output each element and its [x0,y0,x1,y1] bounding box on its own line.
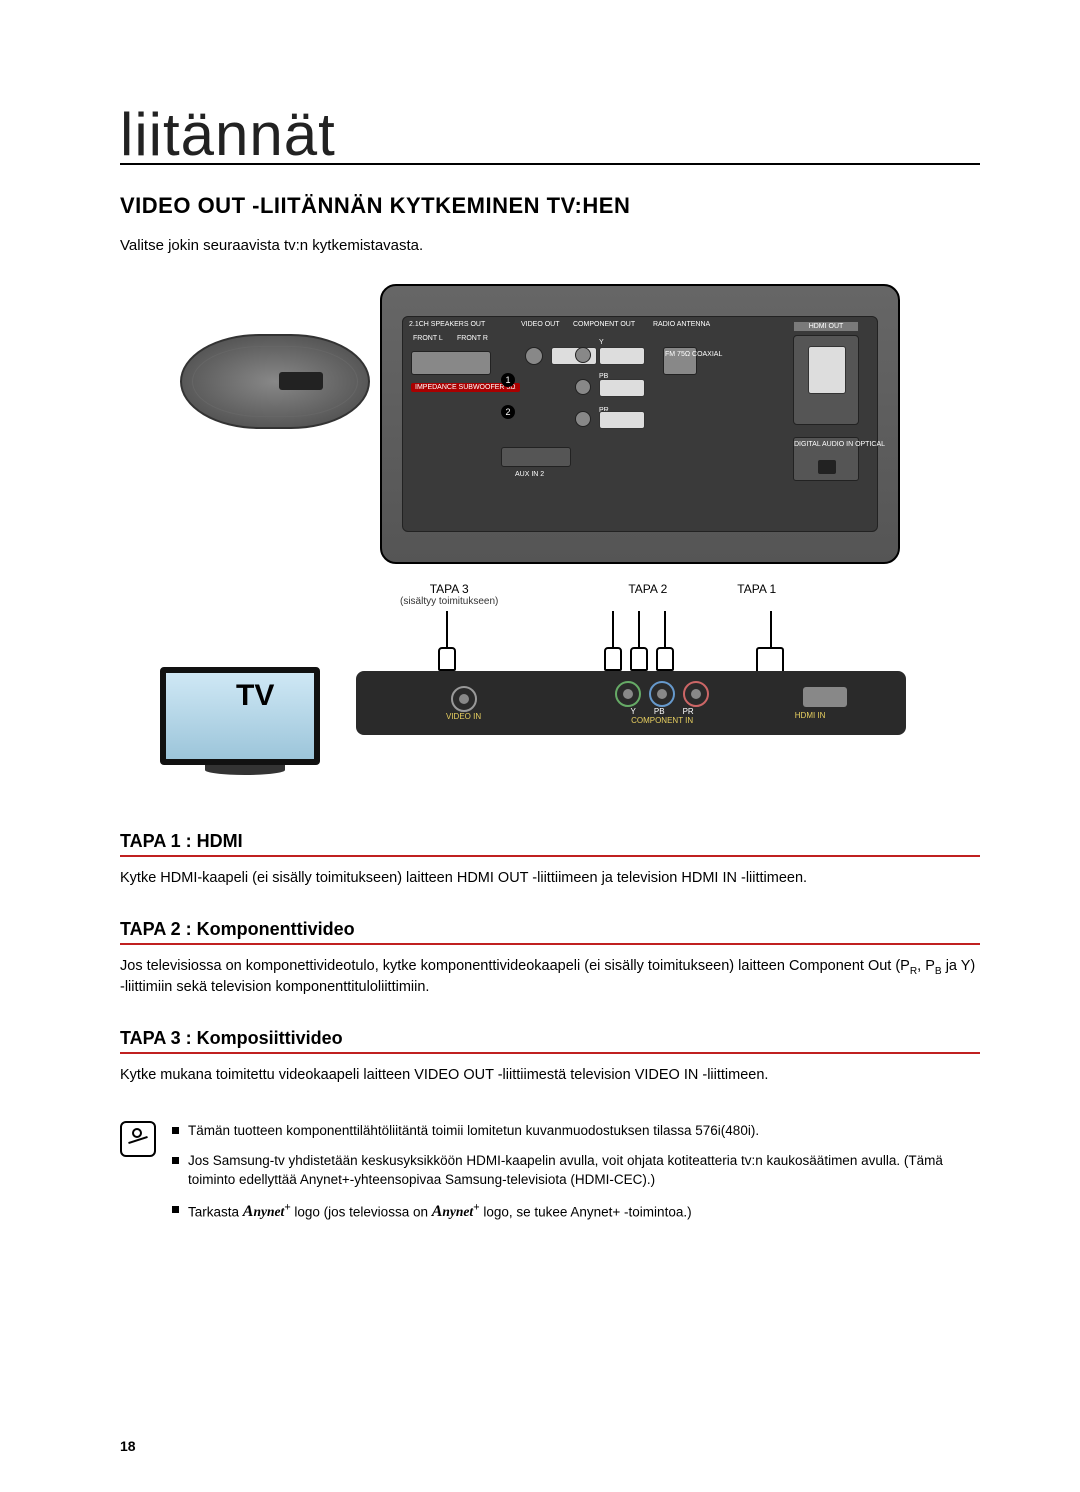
label-hdmi-out: HDMI OUT [794,322,858,331]
method-1-body: Kytke HDMI-kaapeli (ei sisälly toimituks… [120,869,980,889]
note-box: Tämän tuotteen komponenttilähtöliitäntä … [120,1121,980,1233]
red-rule-3 [120,1052,980,1054]
red-rule-2 [120,943,980,945]
method-col-3: TAPA 3 (sisältyy toimitukseen) [400,582,498,607]
label-aux-in: AUX IN 2 [515,471,544,478]
method-labels-row: TAPA 3 (sisältyy toimitukseen) TAPA 2 TA… [400,582,900,607]
tv-stand [205,765,285,775]
method-3-body: Kytke mukana toimitettu videokaapeli lai… [120,1066,980,1086]
label-front-r: FRONT R [457,335,488,342]
optical-port-icon [818,460,836,474]
label-digital-audio: DIGITAL AUDIO IN OPTICAL [794,441,858,448]
section-title: liitännät [120,100,980,169]
cable-pb [599,379,645,397]
tv-port-video-circle [451,686,477,712]
plug-y [604,647,622,671]
cable-drop-2c [664,611,666,651]
digital-audio-block: DIGITAL AUDIO IN OPTICAL [793,437,859,481]
note-item-1: Tämän tuotteen komponenttilähtöliitäntä … [172,1121,980,1141]
method-1-block: TAPA 1 : HDMI Kytke HDMI-kaapeli (ei sis… [120,831,980,889]
method-3-heading: TAPA 3 : Komposiittivideo [120,1028,980,1049]
tv-label-hdmi-in: HDMI IN [795,711,826,720]
tv-label-pb: PB [654,707,665,716]
method-label-2: TAPA 2 [628,582,667,596]
label-y: Y [599,339,604,346]
hdmi-out-block: HDMI OUT [793,335,859,425]
method-label-1: TAPA 1 [737,582,776,596]
panel-inner: 2.1CH SPEAKERS OUT VIDEO OUT COMPONENT O… [402,316,878,532]
port-pr [575,411,591,427]
cable-drop-2b [638,611,640,651]
circle-2: 2 [501,405,515,419]
device-back-panel: 2.1CH SPEAKERS OUT VIDEO OUT COMPONENT O… [380,284,900,564]
tv-port-group-video: VIDEO IN [446,686,481,721]
tv-port-pb [649,681,675,707]
tv-label: TV [236,679,274,713]
port-pb [575,379,591,395]
tv-label-y: Y [631,707,636,716]
label-speakers-out: 2.1CH SPEAKERS OUT [409,321,485,328]
plug-video [438,647,456,671]
cable-plugs-row [400,611,900,671]
tv-label-component-in: COMPONENT IN [631,716,693,725]
speaker-control-panel [279,372,323,390]
tv-port-group-hdmi: HDMI IN [773,687,847,720]
cable-pr [599,411,645,429]
note-item-2: Jos Samsung-tv yhdistetään keskusyksikkö… [172,1151,980,1190]
tv-port-group-component: Y PB PR COMPONENT IN [611,681,713,725]
hdmi-plug-icon [808,346,846,394]
speaker-terminals [411,351,491,375]
tv-port-hdmi [803,687,847,707]
intro-text: Valitse jokin seuraavista tv:n kytkemist… [120,237,980,254]
method-1-heading: TAPA 1 : HDMI [120,831,980,852]
speaker-unit-illustration [180,334,370,429]
page-number: 18 [120,1438,136,1454]
label-front-l: FRONT L [413,335,443,342]
plug-pb [630,647,648,671]
label-radio-antenna: RADIO ANTENNA [653,321,710,328]
anynet-logo-2: Anynet+ [432,1204,480,1219]
cable-drop-2a [612,611,614,651]
method-3-block: TAPA 3 : Komposiittivideo Kytke mukana t… [120,1028,980,1086]
tv-input-bar: TV VIDEO IN Y [356,671,906,735]
cable-y [599,347,645,365]
tv-port-pr [683,681,709,707]
note-list: Tämän tuotteen komponenttilähtöliitäntä … [172,1121,980,1233]
tv-section: TV VIDEO IN Y [200,611,900,791]
tv-port-y [615,681,641,707]
label-fm: FM 75Ω COAXIAL [665,351,695,358]
method-col-1: TAPA 1 [737,582,776,607]
tv-label-pr: PR [683,707,694,716]
note-item-3: Tarkasta Anynet+ logo (jos televiossa on… [172,1200,980,1224]
label-video-out: VIDEO OUT [521,321,560,328]
method-label-3: TAPA 3 [400,582,498,596]
port-y [575,347,591,363]
label-component-out: COMPONENT OUT [573,321,635,328]
circle-1: 1 [501,373,515,387]
method-2-block: TAPA 2 : Komponenttivideo Jos televisios… [120,919,980,998]
cable-drop-3 [770,611,772,651]
section-header: liitännät [120,100,980,165]
connection-diagram: 2.1CH SPEAKERS OUT VIDEO OUT COMPONENT O… [200,284,900,791]
plug-pr [656,647,674,671]
cable-drop-1 [446,611,448,651]
port-video-out [525,347,543,365]
red-rule-1 [120,855,980,857]
note-icon [120,1121,156,1157]
tv-label-video-in: VIDEO IN [446,712,481,721]
method-2-heading: TAPA 2 : Komponenttivideo [120,919,980,940]
method-note-3: (sisältyy toimitukseen) [400,596,498,607]
main-heading: VIDEO OUT -LIITÄNNÄN KYTKEMINEN TV:HEN [120,193,980,219]
method-2-body: Jos televisiossa on komponettivideotulo,… [120,957,980,998]
aux-in-block [501,447,571,467]
anynet-logo-1: Anynet+ [243,1204,291,1219]
method-col-2: TAPA 2 [628,582,667,607]
